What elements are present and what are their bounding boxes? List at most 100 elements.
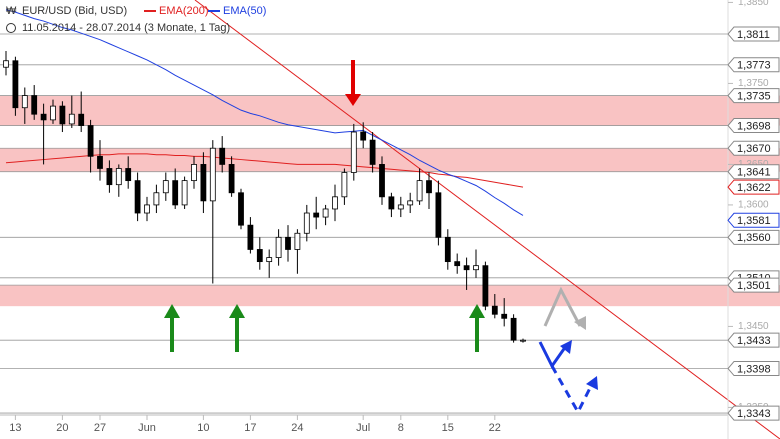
x-tick-label: 24 <box>291 422 303 434</box>
candle-body <box>78 113 85 126</box>
candle-body <box>482 265 489 307</box>
candle-body <box>379 164 385 198</box>
candle-body <box>350 131 357 173</box>
candle-body <box>285 236 291 250</box>
candle-body <box>12 60 19 109</box>
arrow-head <box>469 304 485 318</box>
candle-body <box>115 168 122 186</box>
x-tick-label: Jun <box>138 422 156 434</box>
candle-body <box>181 180 188 206</box>
candle-body <box>40 113 47 121</box>
y-tick-label: 1,3450 <box>738 321 769 332</box>
candle-body <box>191 164 197 182</box>
level-pointer <box>727 164 780 180</box>
candle-body <box>266 257 273 263</box>
arrow-head <box>229 304 245 318</box>
candle-body <box>341 172 348 198</box>
level-label: 1,3773 <box>737 60 771 72</box>
candle-body <box>228 164 235 194</box>
candle-body <box>50 105 56 121</box>
level-pointer <box>727 277 780 293</box>
candle-body <box>31 95 38 115</box>
candle-body <box>473 265 479 271</box>
candle-body <box>407 200 414 206</box>
zone <box>0 285 780 307</box>
level-pointer <box>727 88 780 104</box>
candle-body <box>397 204 404 210</box>
clock-icon <box>6 23 16 33</box>
level-label: 1,3811 <box>737 29 770 41</box>
level-label: 1,3641 <box>737 167 771 179</box>
candle-body <box>21 95 28 109</box>
candle-body <box>106 168 113 186</box>
candle-body <box>388 196 395 210</box>
level-label: 1,3501 <box>737 280 771 292</box>
arrow-head <box>574 316 586 330</box>
level-pointer <box>727 179 780 195</box>
x-tick-label: 15 <box>442 422 454 434</box>
candle-body <box>501 313 508 319</box>
level-pointer <box>727 405 780 421</box>
y-tick-label: 1,3750 <box>738 78 769 89</box>
x-tick-label: 20 <box>56 422 68 434</box>
candle-body <box>510 317 517 341</box>
level-label: 1,3343 <box>737 408 771 420</box>
arrow-head <box>345 94 361 106</box>
arrows <box>164 60 598 416</box>
level-pointer <box>727 140 780 156</box>
x-tick-label: 8 <box>398 422 404 434</box>
candle-body <box>172 180 179 206</box>
candle-body <box>219 147 226 165</box>
arrows-up <box>164 304 485 352</box>
level-pointer <box>727 26 780 42</box>
legend-label: EMA(50) <box>223 5 266 17</box>
zone <box>0 95 780 126</box>
x-tick-label: Jul <box>356 422 370 434</box>
chart-title: EUR/USD (Bid, USD) <box>22 5 127 17</box>
level-label: 1,3670 <box>737 143 771 155</box>
level-label: 1,3398 <box>737 363 771 375</box>
candle-body <box>125 168 132 182</box>
level-pointer <box>727 212 780 228</box>
legend-label: EMA(200) <box>159 5 209 17</box>
trend-line <box>194 0 780 439</box>
candle-body <box>97 155 103 169</box>
candle-body <box>332 196 338 210</box>
candle-body <box>360 131 367 141</box>
candle-body <box>144 204 150 214</box>
level-label: 1,3433 <box>737 335 771 347</box>
scenario-arrow <box>550 365 594 416</box>
candle-body <box>369 139 376 165</box>
chart-subtitle: 11.05.2014 - 28.07.2014 (3 Monate, 1 Tag… <box>22 22 230 34</box>
level-pointer <box>727 361 780 377</box>
candle-body <box>426 180 432 194</box>
x-tick-label: 27 <box>94 422 106 434</box>
candle-body <box>322 208 329 218</box>
level-pointer <box>727 332 780 348</box>
level-label: 1,3622 <box>737 182 771 194</box>
candle-body <box>247 224 254 250</box>
y-tick-label: 1,3600 <box>738 200 769 211</box>
candle-body <box>200 164 207 202</box>
candle-body <box>162 180 169 194</box>
candle-body <box>416 180 423 202</box>
candle-body <box>491 305 498 315</box>
candle-body <box>68 113 75 125</box>
candle-body <box>294 232 301 250</box>
x-tick-label: 22 <box>489 422 501 434</box>
x-tick-label: 10 <box>197 422 209 434</box>
candle-body <box>303 212 310 234</box>
candle-body <box>520 339 526 342</box>
ema-line <box>5 9 524 216</box>
grid <box>0 33 728 414</box>
plot <box>3 9 526 343</box>
level-label: 1,3735 <box>737 90 771 102</box>
candle-body <box>435 192 442 238</box>
candle-body <box>3 60 9 68</box>
candle-body <box>454 261 461 267</box>
level-label: 1,3560 <box>737 232 771 244</box>
icon: ₩ <box>6 5 17 17</box>
axis: 1,38501,37501,36501,36001,34501,33501,38… <box>9 0 780 434</box>
